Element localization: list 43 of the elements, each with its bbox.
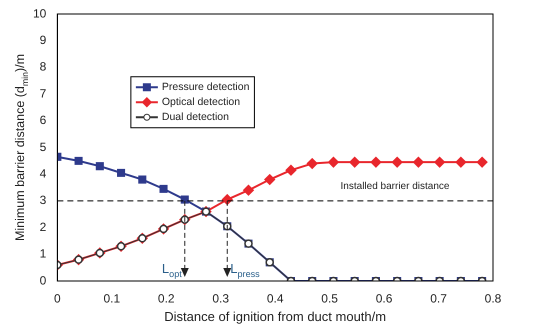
y-axis-title: Minimum barrier distance (dmin)/m: [13, 54, 30, 242]
point: [242, 184, 254, 196]
x-tick-label: 0.8: [484, 292, 502, 306]
y-tick-label: 9: [40, 33, 47, 48]
point: [285, 164, 296, 176]
point: [476, 156, 488, 168]
legend-label: Pressure detection: [162, 81, 250, 94]
x-tick-label: 0.5: [321, 292, 338, 306]
point: [138, 176, 146, 184]
point: [96, 162, 104, 170]
point: [392, 156, 403, 168]
x-tick-label: 0.6: [376, 292, 393, 306]
x-tick-label: 0.4: [266, 292, 284, 306]
point: [328, 156, 339, 168]
point: [160, 184, 168, 193]
y-tick-label: 6: [40, 113, 47, 128]
x-tick-label: 0: [54, 292, 62, 306]
y-tick-label: 5: [40, 140, 47, 154]
y-tick-label: 3: [40, 193, 47, 208]
point: [370, 156, 382, 168]
legend-label: Dual detection: [162, 111, 230, 124]
point: [412, 156, 424, 168]
point: [306, 158, 318, 170]
point: [434, 156, 446, 168]
x-tick-label: 0.3: [212, 292, 230, 306]
point: [455, 156, 466, 168]
y-tick-label: 8: [40, 60, 47, 74]
point: [264, 174, 276, 186]
x-tick-label: 0.1: [103, 292, 120, 306]
x-axis-title: Distance of ignition from duct mouth/m: [164, 308, 386, 324]
y-tick-label: 4: [40, 166, 47, 181]
x-tick-label: 0.2: [158, 292, 175, 306]
legend-label: Optical detection: [162, 96, 240, 108]
ref-line-label: Installed barrier distance: [340, 180, 450, 192]
x-tick-label: 0.7: [430, 292, 448, 306]
y-tick-label: 2: [40, 220, 47, 234]
point: [349, 156, 360, 168]
y-tick-label: 0: [40, 273, 47, 288]
point: [117, 168, 126, 177]
point: [74, 156, 83, 165]
y-tick-label: 10: [32, 6, 47, 20]
y-tick-label: 7: [40, 86, 47, 100]
y-tick-label: 1: [40, 246, 47, 261]
